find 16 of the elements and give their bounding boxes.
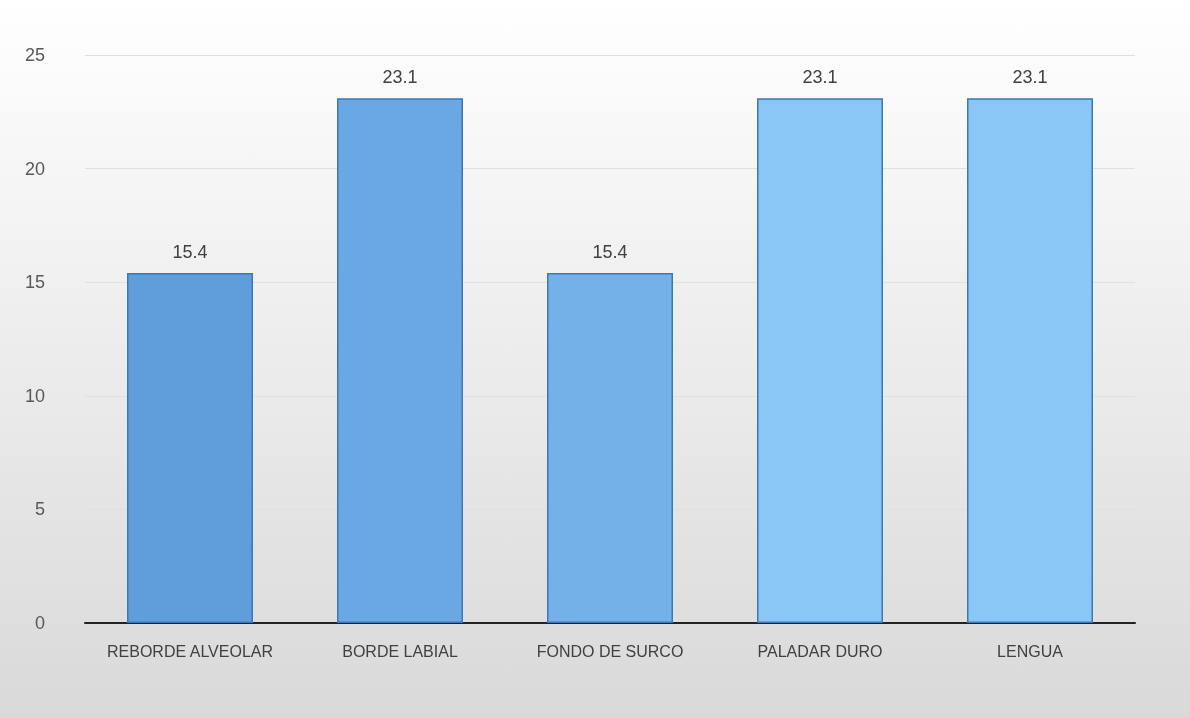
x-tick-label: LENGUA xyxy=(997,642,1064,660)
y-tick-label: 5 xyxy=(34,499,45,520)
x-tick-label: FONDO DE SURCO xyxy=(536,642,684,660)
x-tick-label: REBORDE ALVEOLAR xyxy=(107,642,273,660)
data-label: 23.1 xyxy=(382,67,418,88)
data-label: 15.4 xyxy=(172,242,208,263)
y-tick-label: 20 xyxy=(24,158,45,179)
y-tick-label: 0 xyxy=(34,613,45,633)
data-label: 15.4 xyxy=(592,242,628,263)
data-label: 23.1 xyxy=(1012,67,1048,88)
x-tick-label: PALADAR DURO xyxy=(757,642,883,660)
data-label: 23.1 xyxy=(802,67,838,88)
y-tick-label: 25 xyxy=(24,45,45,65)
x-tick-label: BORDE LABIAL xyxy=(342,642,458,660)
y-tick-label: 15 xyxy=(24,272,45,293)
y-tick-label: 10 xyxy=(24,385,45,406)
